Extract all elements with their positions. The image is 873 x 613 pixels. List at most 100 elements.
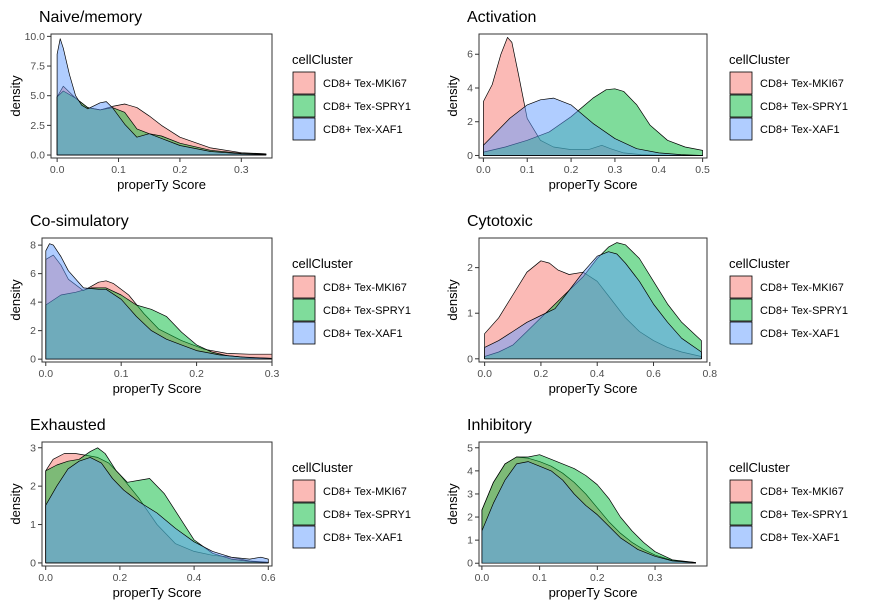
legend-title: cellCluster [729,256,790,271]
x-tick-label: 0.1 [114,368,129,380]
legend-label: CD8+ Tex-XAF1 [323,124,403,136]
y-tick-label: 0 [467,150,473,162]
x-tick-label: 0.3 [648,572,663,584]
y-tick-label: 7.5 [30,61,45,73]
panel-border [478,237,708,363]
y-tick-label: 0.0 [30,150,45,162]
y-tick-label: 1 [467,308,473,320]
legend-key [292,525,316,549]
x-tick-label: 0.2 [534,368,549,380]
x-tick-label: 0.4 [590,368,605,380]
density-panel: Exhausted 0.0 0.2 0.4 0.6 0 1 2 3 properTy Score d… [8,417,411,600]
density-area-3 [483,97,703,156]
legend-title: cellCluster [292,52,353,67]
x-tick-label: 0.4 [651,164,666,176]
legend-title: cellCluster [292,460,353,475]
legend-key [729,275,753,299]
x-axis-title: properTy Score [113,585,202,600]
legend-label: CD8+ Tex-MKI67 [323,78,407,90]
panel-border [41,441,273,567]
x-axis-title: properTy Score [549,177,638,192]
density-area-3 [481,461,696,564]
density-area-3 [45,457,269,564]
legend-label: CD8+ Tex-MKI67 [760,486,844,498]
y-tick-label: 5 [467,442,473,454]
y-tick-label: 2.5 [30,120,45,132]
legend-key [729,298,753,322]
panel-title: Inhibitory [467,417,532,434]
y-tick-label: 8 [30,240,36,252]
panel-title: Naive/memory [39,9,142,26]
y-tick-label: 2 [467,116,473,128]
x-tick-label: 0.3 [265,368,280,380]
x-tick-label: 0.3 [234,164,249,176]
x-axis-title: properTy Score [113,381,202,396]
legend-label: CD8+ Tex-SPRY1 [760,509,848,521]
legend: cellCluster CD8+ Tex-MKI67 CD8+ Tex-SPRY1 C… [292,52,411,141]
y-tick-label: 4 [467,465,473,477]
y-tick-label: 4 [30,297,36,309]
legend-key [292,479,316,503]
y-tick-label: 0 [30,557,36,569]
legend-label: CD8+ Tex-MKI67 [760,282,844,294]
legend-key [292,275,316,299]
y-axis-title: density [445,483,460,525]
density-panel: Cytotoxic 0.0 0.2 0.4 0.6 0.8 0 1 2 properTy Scor… [445,213,848,396]
y-axis-title: density [445,75,460,117]
x-tick-label: 0.6 [646,368,661,380]
y-tick-label: 5.0 [30,90,45,102]
y-tick-label: 2 [30,325,36,337]
legend-key [729,71,753,95]
x-axis-title: properTy Score [117,177,206,192]
y-tick-label: 1 [467,535,473,547]
y-tick-label: 3 [467,488,473,500]
density-area-3 [45,243,272,360]
x-tick-label: 0.1 [520,164,535,176]
y-tick-label: 6 [467,49,473,61]
x-tick-label: 0.1 [532,572,547,584]
y-tick-label: 6 [30,268,36,280]
y-tick-label: 2 [30,481,36,493]
legend-label: CD8+ Tex-SPRY1 [323,509,411,521]
legend-label: CD8+ Tex-SPRY1 [760,305,848,317]
legend-key [729,321,753,345]
y-tick-label: 0 [30,354,36,366]
density-area-3 [484,251,702,360]
y-tick-label: 1 [30,519,36,531]
legend-key [292,71,316,95]
legend-label: CD8+ Tex-XAF1 [323,328,403,340]
legend-key [292,298,316,322]
legend-key [292,502,316,526]
legend-label: CD8+ Tex-SPRY1 [323,101,411,113]
y-axis-title: density [8,279,23,321]
legend-key [729,117,753,141]
density-panel: Co-simulatory 0.0 0.1 0.2 0.3 0 2 4 6 8 properTy S… [8,213,411,396]
legend-label: CD8+ Tex-XAF1 [760,328,840,340]
density-panel: Inhibitory 0.0 0.1 0.2 0.3 0 1 2 3 4 5 properTy Sco… [445,417,848,600]
legend-label: CD8+ Tex-XAF1 [760,532,840,544]
density-panel: Activation 0.0 0.1 0.2 0.3 0.4 0.5 0 2 4 6 properTy… [445,9,848,192]
panel-title: Cytotoxic [467,213,533,230]
legend-label: CD8+ Tex-MKI67 [760,78,844,90]
legend-label: CD8+ Tex-XAF1 [323,532,403,544]
x-tick-label: 0.2 [564,164,579,176]
y-tick-label: 10.0 [25,31,46,43]
y-tick-label: 4 [467,82,473,94]
legend-label: CD8+ Tex-MKI67 [323,282,407,294]
legend-label: CD8+ Tex-MKI67 [323,486,407,498]
legend-title: cellCluster [292,256,353,271]
x-tick-label: 0.0 [476,164,491,176]
legend-key [292,321,316,345]
panel-title: Co-simulatory [30,213,129,230]
legend: cellCluster CD8+ Tex-MKI67 CD8+ Tex-SPRY1 C… [729,460,848,549]
panel-title: Activation [467,9,536,26]
legend-key [292,94,316,118]
y-axis-title: density [8,483,23,525]
y-tick-label: 0 [467,353,473,365]
legend: cellCluster CD8+ Tex-MKI67 CD8+ Tex-SPRY1 C… [729,52,848,141]
y-tick-label: 3 [30,442,36,454]
legend-key [292,117,316,141]
x-axis-title: properTy Score [549,585,638,600]
x-tick-label: 0.2 [113,572,128,584]
